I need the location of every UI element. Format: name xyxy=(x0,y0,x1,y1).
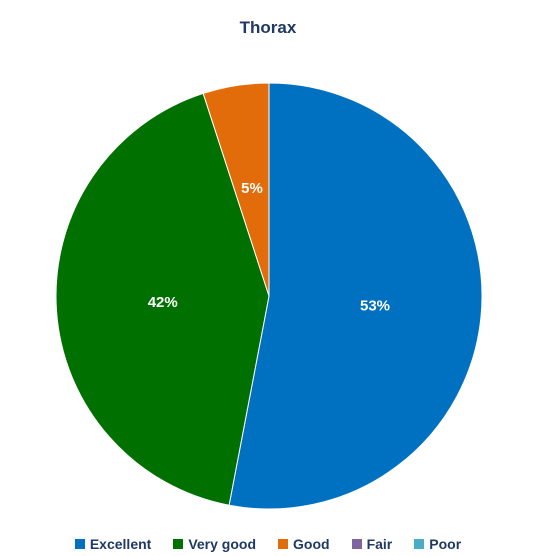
legend-item-very-good: Very good xyxy=(173,536,256,552)
legend-swatch-excellent xyxy=(74,539,85,549)
legend-item-fair: Fair xyxy=(351,536,393,552)
legend-label-very-good: Very good xyxy=(188,536,257,552)
legend-swatch-very-good xyxy=(173,539,184,549)
legend-label-excellent: Excellent xyxy=(89,536,152,552)
legend-item-excellent: Excellent xyxy=(74,536,152,552)
pie-slice-excellent xyxy=(228,82,483,510)
legend-item-poor: Poor xyxy=(414,536,461,552)
legend-label-poor: Poor xyxy=(429,536,462,552)
legend-swatch-poor xyxy=(414,539,425,549)
legend-item-good: Good xyxy=(278,536,330,552)
data-label-very-good: 42% xyxy=(148,294,178,311)
legend-swatch-fair xyxy=(351,539,362,549)
legend-label-fair: Fair xyxy=(366,536,393,552)
legend-swatch-good xyxy=(278,539,289,549)
pie-slice-good xyxy=(202,82,270,297)
pie-chart: 53% 42% 5% xyxy=(55,82,483,510)
chart-legend: Excellent Very good Good Fair Poor xyxy=(0,536,536,552)
chart-title: Thorax xyxy=(239,18,297,37)
pie-slice-very-good xyxy=(55,92,270,506)
data-label-good: 5% xyxy=(241,180,263,197)
data-label-excellent: 53% xyxy=(360,298,390,315)
legend-label-good: Good xyxy=(293,536,330,552)
